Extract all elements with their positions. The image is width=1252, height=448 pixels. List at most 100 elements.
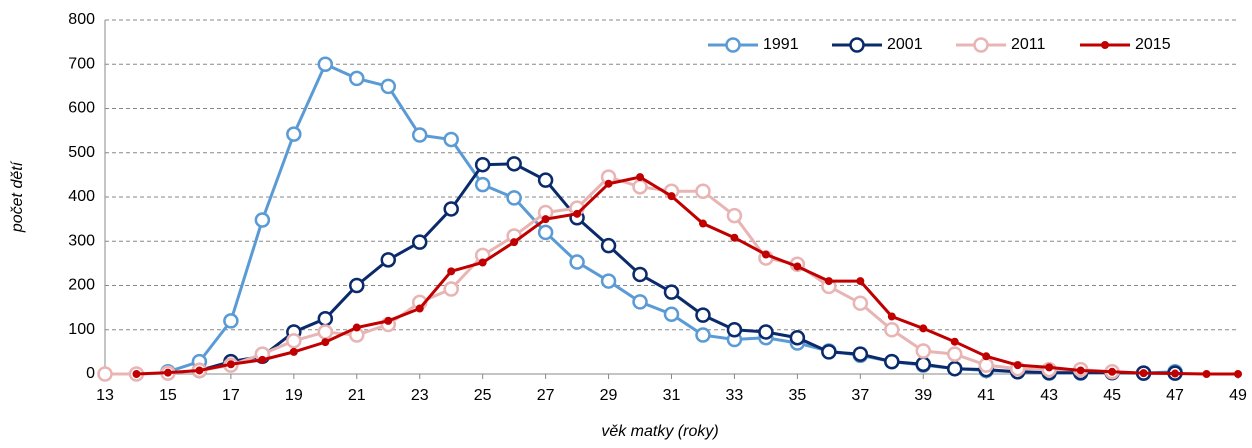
point [1045,363,1054,372]
point [884,322,900,338]
x-tick-label: 37 [851,387,869,404]
point [915,356,932,373]
point [537,224,554,241]
x-tick-label: 19 [285,387,303,404]
point [667,192,676,201]
point [289,347,298,356]
point [254,212,271,228]
point [1076,366,1085,375]
point [132,370,141,378]
point [663,306,680,323]
point [1013,361,1022,370]
x-tick-label: 17 [222,387,240,404]
point [1171,369,1180,378]
point [730,233,739,242]
point [380,252,396,268]
point [695,183,711,199]
point [695,327,711,343]
x-tick-label: 41 [977,387,995,404]
legend-label: 2011 [1011,36,1046,53]
point [411,127,428,143]
point [824,277,833,286]
point [537,172,554,188]
legend-label: 1991 [763,36,799,53]
point [726,207,743,224]
point [349,70,365,87]
point [223,313,239,329]
point [600,237,617,254]
point [884,353,900,370]
point [474,156,491,173]
point [1202,370,1211,378]
x-tick-label: 31 [663,387,681,404]
x-tick-label: 13 [96,387,114,404]
point [380,78,396,95]
point [636,173,645,182]
y-tick-label: 500 [68,144,95,161]
point [352,323,361,332]
point [632,179,648,195]
point [541,215,550,224]
x-tick-label: 39 [914,387,932,404]
point [478,258,487,267]
point [506,190,522,206]
y-tick-label: 100 [68,321,95,338]
point [947,360,963,377]
point [286,126,302,142]
point [947,346,963,362]
x-tick-label: 25 [474,387,492,404]
point [97,366,113,382]
point [663,284,680,300]
point [758,324,774,340]
y-tick-label: 0 [86,365,95,382]
point [789,329,806,346]
legend-label: 2015 [1135,36,1171,53]
point [286,333,302,349]
x-tick-label: 43 [1040,387,1058,404]
x-tick-label: 33 [726,387,744,404]
point [506,156,522,172]
point [1234,370,1242,378]
point [226,360,235,369]
point [569,254,585,270]
point [447,267,456,276]
x-tick-label: 35 [788,387,806,404]
y-tick-label: 800 [68,11,95,28]
point [317,56,334,72]
legend-marker [849,37,865,53]
point [415,304,424,313]
point [1108,367,1117,376]
point [698,219,707,228]
point [600,273,617,289]
point [443,131,459,148]
legend-marker [725,37,741,53]
point [317,310,334,327]
line-series [199,162,1176,375]
point [604,179,613,188]
point [510,238,519,247]
point [632,294,648,310]
point [978,357,994,373]
point [321,338,330,347]
x-tick-label: 23 [411,387,429,404]
point [919,324,928,333]
point [761,250,770,259]
point [793,262,802,271]
point [950,337,959,346]
y-tick-label: 600 [68,100,95,117]
x-tick-label: 49 [1229,387,1247,404]
point [726,322,743,338]
legend-marker [973,37,989,53]
point [195,366,204,375]
point [411,234,428,250]
point [915,343,932,359]
x-tick-label: 45 [1103,387,1121,404]
legend-label: 2001 [887,36,923,53]
point [258,355,267,364]
point [695,307,711,323]
y-tick-label: 700 [68,55,95,72]
point [887,312,896,321]
legend-marker [1101,41,1109,49]
